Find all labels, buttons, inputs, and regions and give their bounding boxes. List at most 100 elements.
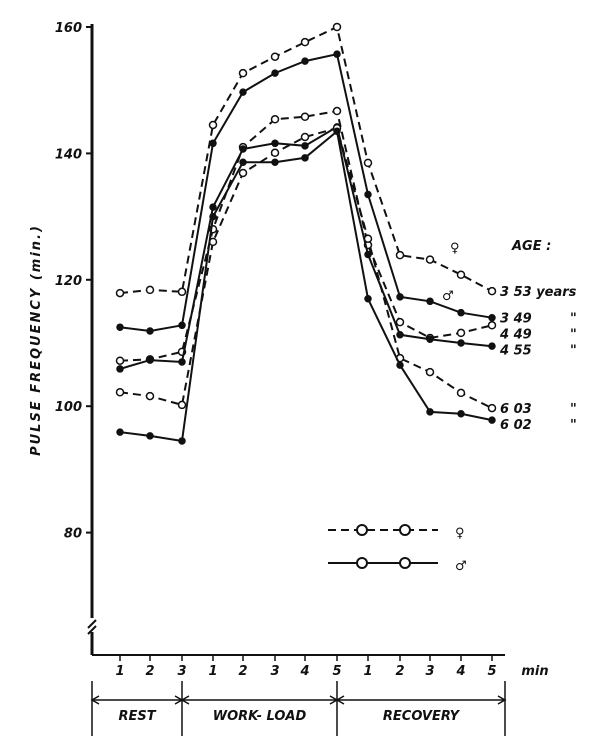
y-tick-label: 140 — [55, 147, 82, 162]
data-point — [271, 158, 279, 166]
legend-marker — [356, 524, 368, 536]
series-label: 4 49 — [499, 328, 532, 343]
ditto-mark: " — [570, 402, 577, 417]
data-point — [208, 120, 218, 130]
data-point — [300, 112, 310, 121]
data-point — [270, 52, 280, 61]
data-point — [178, 321, 186, 330]
data-point — [209, 212, 217, 221]
data-point — [363, 234, 373, 243]
data-point — [177, 400, 187, 410]
data-point — [300, 132, 310, 142]
phase-label: WORK- LOAD — [213, 709, 307, 724]
arrow-head — [90, 695, 507, 705]
age-header: AGE : — [511, 239, 551, 254]
male-symbol: ♂ — [442, 289, 454, 304]
data-point — [457, 339, 465, 347]
x-tick-label: 1 — [208, 664, 217, 679]
x-tick-label: 3 — [270, 664, 279, 679]
data-point — [238, 68, 248, 78]
data-point — [395, 317, 405, 327]
series-label: 4 55 — [499, 344, 532, 359]
legend-marker — [399, 557, 411, 569]
x-tick-label: 1 — [363, 664, 372, 679]
series-line-3-49 — [119, 53, 493, 333]
x-tick-label: 3 — [425, 664, 434, 679]
data-point — [239, 158, 247, 166]
data-point — [270, 115, 280, 124]
data-point — [116, 323, 124, 331]
x-tick-label: 4 — [299, 664, 309, 679]
x-tick-label: 5 — [332, 664, 341, 679]
phase-label: REST — [118, 709, 156, 724]
data-point — [333, 127, 341, 136]
data-point — [487, 403, 497, 413]
data-point — [115, 356, 125, 365]
series-line-6-03 — [119, 126, 493, 409]
y-tick-label: 80 — [64, 527, 82, 542]
data-point — [456, 388, 466, 398]
y-tick-label: 160 — [55, 21, 82, 36]
series-group — [115, 22, 497, 445]
data-point — [239, 145, 247, 153]
data-point — [271, 69, 279, 77]
data-point — [177, 287, 187, 297]
data-point — [209, 203, 217, 211]
data-point — [301, 57, 309, 65]
data-point — [145, 285, 155, 295]
legend-symbol-female: ♀ — [455, 526, 465, 541]
data-point — [238, 168, 248, 178]
data-point — [178, 358, 186, 366]
arrow-head — [174, 695, 190, 705]
x-tick-label: 2 — [238, 664, 247, 679]
x-tick-label: 2 — [395, 664, 404, 679]
x-tick-label: 2 — [145, 664, 154, 679]
female-symbol: ♀ — [450, 241, 460, 256]
x-tick-label: 4 — [455, 664, 465, 679]
data-point — [239, 88, 247, 96]
x-tick-label: 3 — [177, 664, 186, 679]
axes-group: 80 100 120 140 160 PULSE FREQUENCY (min.) 1 2 3 1… — [29, 21, 549, 736]
data-point — [487, 321, 497, 330]
data-point — [396, 293, 404, 301]
data-point — [116, 365, 124, 373]
ditto-mark: " — [570, 418, 577, 433]
legend-marker — [356, 557, 368, 569]
x-tick-label: 5 — [487, 664, 496, 679]
data-point — [364, 190, 372, 199]
data-point — [488, 416, 496, 424]
series-label: 3 53 years — [500, 285, 577, 300]
data-point — [487, 286, 497, 296]
series-line-4-55 — [119, 125, 493, 370]
data-point — [116, 428, 124, 436]
x-tick-label: 1 — [115, 664, 124, 679]
data-point — [426, 408, 434, 416]
ditto-mark: " — [570, 328, 577, 343]
data-point — [332, 22, 342, 32]
data-point — [300, 37, 310, 47]
data-point — [456, 270, 466, 279]
data-point — [115, 388, 125, 397]
legend-marker — [399, 524, 411, 536]
data-point — [364, 295, 372, 303]
data-point — [364, 250, 372, 259]
data-point — [271, 139, 279, 148]
data-point — [146, 356, 154, 364]
x-axis-unit: min — [521, 664, 548, 679]
data-point — [333, 50, 341, 58]
data-point — [426, 297, 434, 306]
arrow-head — [329, 695, 345, 705]
ditto-mark: " — [570, 344, 577, 359]
data-point — [332, 106, 342, 116]
data-point — [301, 154, 309, 162]
data-point — [301, 142, 309, 150]
data-point — [426, 335, 434, 343]
y-tick-label: 100 — [55, 400, 82, 415]
series-label: 6 02 — [500, 418, 532, 433]
data-point — [425, 367, 435, 377]
ditto-mark: " — [570, 312, 577, 327]
data-point — [270, 148, 280, 158]
data-point — [178, 437, 186, 445]
data-point — [395, 250, 405, 260]
